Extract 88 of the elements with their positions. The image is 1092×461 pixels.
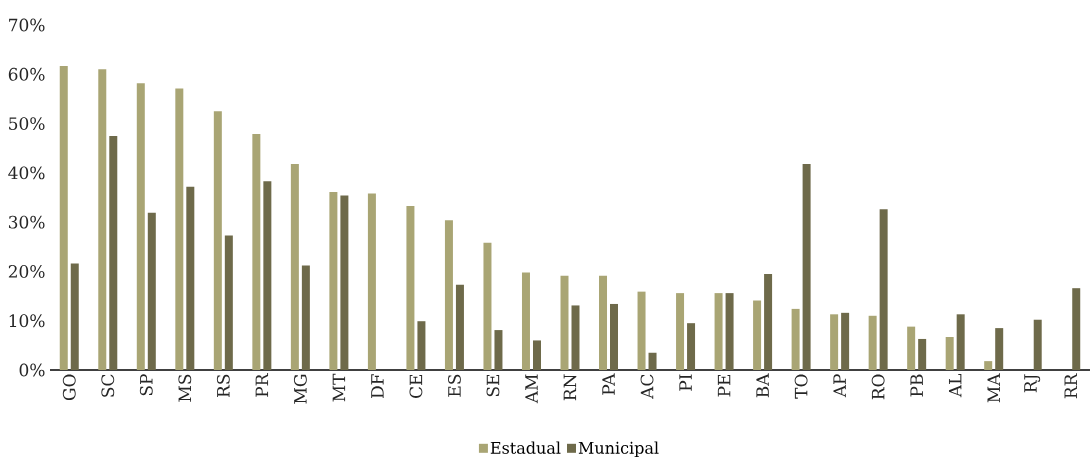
bar [648,352,657,370]
bar [830,314,839,370]
bar [984,361,993,370]
bar [879,209,888,370]
bar [687,323,696,370]
bar [610,303,619,370]
bar [417,321,426,370]
bar [59,65,68,370]
x-tick-label: SE [486,374,500,397]
bar [186,186,195,370]
x-tick-label: GO [62,374,76,401]
x-tick-label: MG [293,374,307,404]
bar [637,291,646,370]
bar [367,193,376,370]
x-tick-label: AM [525,374,538,404]
bar [263,181,272,370]
y-tick-label: 20% [8,264,45,278]
bar [532,340,541,370]
bar [224,235,233,370]
y-tick-label: 60% [8,67,45,81]
bar [560,275,569,370]
x-tick-label: PI [679,374,692,391]
y-tick-label: 0% [19,363,45,377]
bar [290,163,299,370]
bar [175,88,184,370]
x-tick-label: CE [409,374,423,398]
bar [764,273,773,370]
bar [98,69,107,370]
x-tick-label: PR [255,373,269,397]
y-tick-label: 30% [8,215,45,229]
bar [109,135,118,370]
bar [714,293,723,370]
x-tick-label: TO [794,374,808,399]
x-tick-label: PB [910,374,923,397]
x-tick-label: ES [448,374,461,397]
bar [725,293,734,370]
bar [494,330,503,370]
bar [483,242,492,370]
bar [406,205,415,370]
bar [868,315,877,370]
bar [918,338,927,370]
x-tick-label: AP [833,374,846,398]
x-tick-label: AC [640,374,654,399]
x-tick-label: SP [139,374,153,396]
bar [1033,319,1042,370]
bar [599,275,608,370]
x-tick-label: MS [178,374,192,402]
legend-label: Estadual [490,441,561,454]
bar [70,263,79,370]
x-tick-label: SC [101,374,115,397]
bar [455,284,464,370]
x-tick-label: MT [332,373,346,402]
x-tick-label: AL [948,373,962,398]
bar [136,83,145,370]
bar [907,326,916,370]
x-tick-label: PE [717,374,731,397]
bar [329,192,338,370]
bar [791,308,800,370]
bar [571,305,580,370]
y-tick-label: 50% [9,117,45,130]
bar [676,293,685,370]
bar [945,336,954,370]
bar [995,328,1004,370]
x-tick-label: MA [987,373,1000,403]
bar [521,272,530,370]
bar [213,111,222,370]
x-tick-label: PA [602,373,615,395]
x-tick-label: BA [756,373,769,398]
bar [753,300,762,370]
y-tick-label: 10% [9,314,45,328]
bar [340,195,349,370]
y-tick-label: 40% [8,166,45,180]
bar [802,163,811,370]
x-tick-label: RR [1064,373,1077,399]
bar [252,133,261,370]
x-tick-label: RJ [1024,374,1041,393]
bar [1072,288,1081,370]
bar [301,265,310,370]
bar [841,312,850,370]
x-tick-label: RN [563,374,577,401]
x-tick-label: RO [871,374,885,400]
bar [147,212,156,370]
x-tick-label: RS [216,374,230,398]
bar [444,220,453,370]
y-tick-label: 70% [9,18,45,32]
bar [956,314,965,370]
legend-label: Municipal [578,441,659,457]
x-tick-label: DF [371,374,384,399]
